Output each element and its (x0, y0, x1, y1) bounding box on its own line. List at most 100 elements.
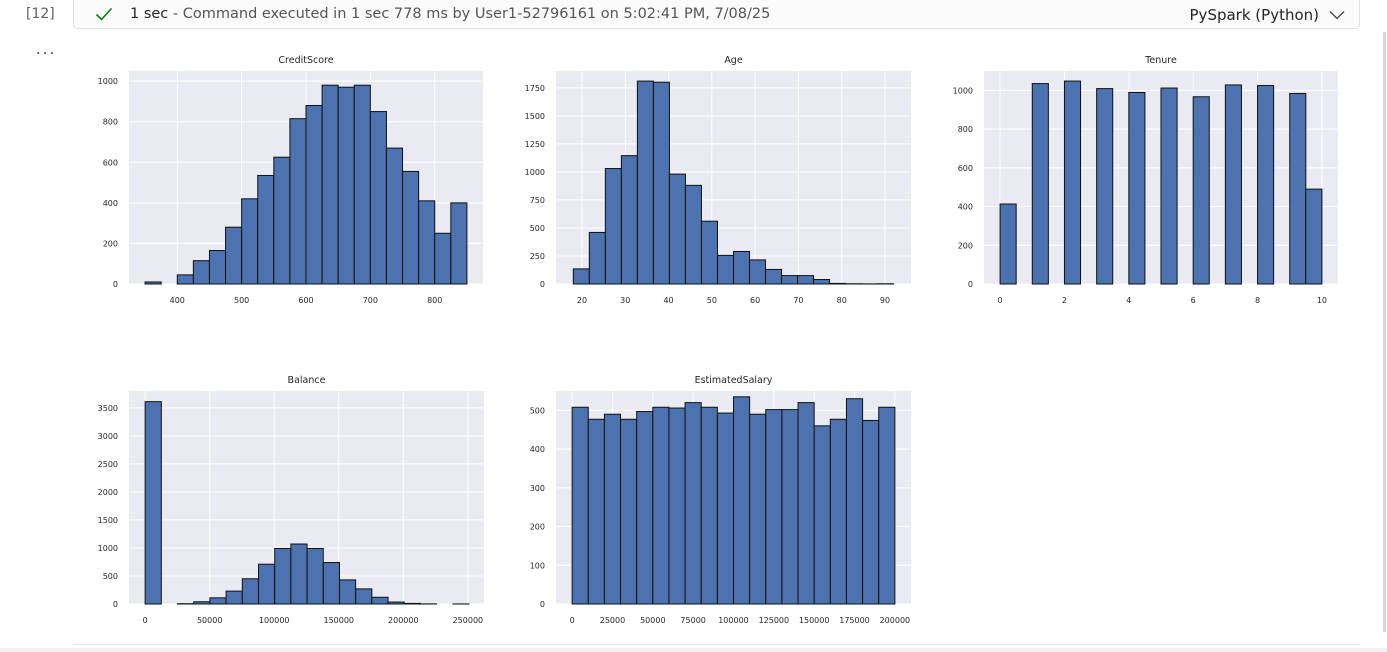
histogram-bar (371, 596, 389, 605)
y-tick-label: 0 (968, 280, 973, 289)
y-tick-label: 200 (958, 241, 973, 250)
histogram-bar (668, 407, 686, 605)
chart-title: EstimatedSalary (695, 375, 773, 386)
histogram-bar (700, 406, 718, 605)
histogram-bar (337, 86, 355, 285)
y-tick-label: 400 (530, 445, 545, 454)
chart-title: CreditScore (278, 55, 333, 66)
histogram-bar (450, 202, 468, 285)
execution-count: [12] (26, 6, 55, 22)
x-tick-label: 75000 (680, 616, 705, 625)
output-menu-button[interactable]: ... (36, 40, 57, 58)
chevron-down-icon (1329, 11, 1345, 20)
x-tick-label: 600 (298, 296, 313, 305)
histogram-bar (684, 184, 702, 285)
x-tick-label: 80 (837, 296, 847, 305)
histogram-bar (572, 268, 590, 285)
bottom-scrollbar[interactable] (0, 648, 1387, 652)
histogram-bar (290, 543, 308, 605)
histogram-bar (402, 170, 420, 285)
y-tick-label: 600 (103, 158, 118, 167)
histogram-bar (273, 156, 291, 285)
histogram-bar (305, 104, 323, 285)
histogram-bar (636, 411, 654, 605)
histogram-estimatedsalary: EstimatedSalary 0 25000 50000 75000 100000 125… (530, 375, 911, 625)
histogram-bar (209, 597, 227, 605)
histogram-bar (1289, 92, 1307, 285)
y-tick-label: 400 (958, 203, 973, 212)
chart-title: Age (724, 55, 743, 66)
x-tick-label: 50000 (640, 616, 665, 625)
y-tick-label: 1000 (98, 77, 118, 86)
y-tick-label: 1500 (525, 112, 545, 121)
histogram-bar (733, 396, 751, 605)
histogram-balance: Balance 0 50000 100000 150000 200000 250000 0 50… (98, 375, 484, 625)
histogram-bar (684, 402, 702, 605)
histogram-bar (716, 254, 734, 285)
histogram-bar (144, 401, 162, 605)
histogram-bar (387, 601, 405, 605)
histogram-bar (322, 562, 340, 605)
y-tick-label: 250 (530, 252, 545, 261)
y-tick-label: 1000 (525, 168, 545, 177)
x-tick-label: 0 (143, 616, 148, 625)
cell-divider (73, 644, 1360, 645)
x-tick-label: 0 (570, 616, 575, 625)
histogram-bar (999, 203, 1017, 285)
histogram-bar (1063, 80, 1082, 285)
y-tick-label: 1750 (525, 84, 545, 93)
status-duration: 1 sec (130, 6, 169, 22)
histogram-bar (604, 168, 622, 285)
histogram-bar (225, 590, 243, 605)
histogram-bar (652, 406, 670, 605)
histogram-bar (781, 409, 799, 605)
x-tick-label: 100000 (259, 616, 290, 625)
histogram-bar (1192, 96, 1210, 285)
histogram-bar (289, 118, 307, 285)
x-tick-label: 175000 (839, 616, 870, 625)
x-tick-label: 90 (880, 296, 890, 305)
y-tick-label: 2000 (98, 488, 118, 497)
x-tick-label: 6 (1191, 296, 1196, 305)
y-tick-label: 750 (530, 196, 545, 205)
vertical-scrollbar[interactable] (1383, 32, 1386, 632)
status-detail: - Command executed in 1 sec 778 ms by Us… (168, 6, 771, 22)
chart-title: Balance (288, 375, 326, 386)
y-tick-label: 1000 (98, 544, 118, 553)
histogram-tenure: Tenure 0 2 4 6 8 10 0 200 400 600 800 1000 (953, 55, 1338, 305)
y-tick-label: 600 (958, 164, 973, 173)
histogram-bar (862, 419, 880, 605)
x-tick-label: 70 (793, 296, 803, 305)
x-tick-label: 700 (363, 296, 378, 305)
y-tick-label: 1250 (525, 140, 545, 149)
language-select[interactable]: PySpark (Python) (1190, 4, 1345, 26)
chart-title: Tenure (1144, 55, 1177, 66)
y-tick-label: 3000 (98, 432, 118, 441)
histogram-bar (620, 418, 638, 605)
histogram-bar (193, 601, 211, 605)
histogram-bar (813, 425, 831, 605)
histogram-bar (588, 231, 606, 285)
histogram-bar (1305, 188, 1323, 285)
histogram-bar (845, 398, 864, 605)
histogram-bar (587, 418, 605, 605)
histogram-bar (620, 155, 638, 285)
x-tick-label: 40 (663, 296, 673, 305)
histogram-bar (716, 412, 735, 605)
histogram-bar (668, 173, 686, 285)
histogram-bar (306, 548, 324, 605)
x-tick-label: 8 (1255, 296, 1260, 305)
x-tick-label: 250000 (453, 616, 484, 625)
x-tick-label: 150000 (323, 616, 354, 625)
x-tick-label: 400 (170, 296, 185, 305)
histogram-bar (829, 282, 847, 285)
x-tick-label: 100000 (718, 616, 749, 625)
y-tick-label: 300 (530, 484, 545, 493)
histogram-bar (418, 200, 436, 285)
y-tick-label: 0 (540, 280, 545, 289)
histogram-bar (385, 147, 404, 285)
histogram-bar (355, 588, 373, 605)
x-tick-label: 200000 (880, 616, 911, 625)
histogram-age: Age 20 30 40 50 60 70 80 90 0 250 500 750 1000 1250 150… (525, 55, 911, 305)
